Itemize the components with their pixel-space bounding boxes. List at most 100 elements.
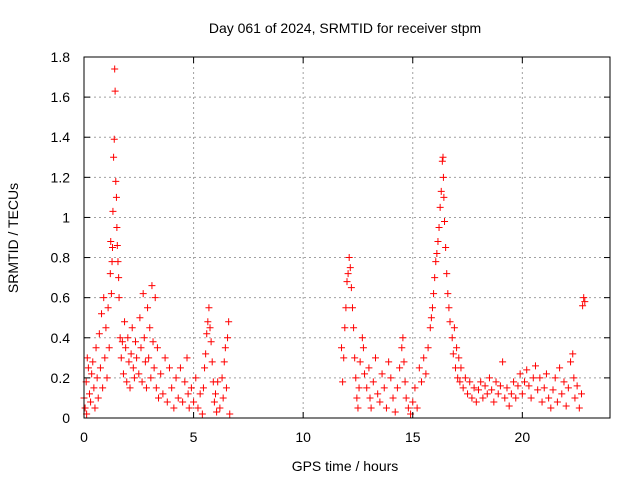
- data-point: [127, 350, 135, 358]
- data-point: [503, 384, 511, 392]
- y-tick-label: 0.8: [51, 250, 71, 266]
- data-point: [123, 378, 131, 386]
- data-point: [437, 187, 445, 195]
- data-point: [444, 290, 452, 298]
- data-point: [93, 374, 101, 382]
- data-point: [518, 390, 526, 398]
- data-point: [461, 374, 469, 382]
- data-point: [358, 334, 366, 342]
- data-point: [89, 358, 97, 366]
- data-point: [103, 374, 111, 382]
- data-point: [400, 358, 408, 366]
- data-point: [488, 386, 496, 394]
- data-point: [172, 374, 180, 382]
- data-point: [347, 284, 355, 292]
- data-point: [105, 344, 113, 352]
- data-point: [222, 384, 230, 392]
- data-point: [176, 364, 184, 372]
- data-point: [435, 223, 443, 231]
- data-point: [567, 358, 575, 366]
- data-point: [109, 207, 117, 215]
- grid: [84, 57, 610, 418]
- plot-frame: [83, 56, 611, 419]
- data-point: [540, 384, 548, 392]
- data-point: [505, 402, 513, 410]
- data-point: [88, 370, 96, 378]
- data-point: [157, 370, 165, 378]
- y-tick-label: 0.6: [51, 290, 71, 306]
- data-point: [129, 364, 137, 372]
- data-point: [83, 354, 91, 362]
- chart-title: Day 061 of 2024, SRMTID for receiver stp…: [209, 20, 481, 36]
- data-point: [122, 344, 130, 352]
- data-point: [436, 203, 444, 211]
- data-point: [415, 364, 423, 372]
- data-point: [341, 324, 349, 332]
- data-point: [119, 370, 127, 378]
- data-point: [454, 374, 462, 382]
- data-point: [151, 294, 159, 302]
- data-point: [107, 290, 115, 298]
- data-point: [101, 354, 109, 362]
- data-point: [212, 390, 219, 398]
- data-point: [90, 384, 98, 392]
- data-point: [102, 324, 110, 332]
- data-point: [100, 294, 108, 302]
- data-point: [387, 374, 395, 382]
- data-point: [148, 282, 156, 290]
- data-point: [201, 364, 209, 372]
- data-point: [420, 354, 428, 362]
- data-point: [404, 404, 412, 412]
- data-point: [449, 350, 457, 358]
- data-point: [185, 404, 193, 412]
- data-point: [399, 334, 407, 342]
- data-point: [152, 384, 160, 392]
- data-point: [418, 378, 426, 386]
- data-point: [150, 364, 158, 372]
- data-point: [225, 318, 233, 326]
- data-point: [570, 374, 578, 382]
- data-point: [339, 378, 347, 386]
- x-tick-label: 15: [405, 429, 421, 445]
- data-point: [431, 274, 439, 282]
- data-point: [110, 153, 118, 161]
- data-point: [434, 238, 442, 246]
- x-axis-label: GPS time / hours: [292, 458, 399, 474]
- data-point: [112, 193, 120, 201]
- data-point: [445, 304, 453, 312]
- data-point: [110, 135, 118, 143]
- data-point: [440, 193, 448, 201]
- data-point: [411, 384, 419, 392]
- data-point: [338, 344, 346, 352]
- data-point: [198, 410, 206, 418]
- data-point: [529, 374, 537, 382]
- data-point: [140, 334, 148, 342]
- data-point: [340, 354, 348, 362]
- data-point: [523, 366, 531, 374]
- data-point: [187, 384, 195, 392]
- data-point: [427, 314, 435, 322]
- data-point: [378, 370, 386, 378]
- data-point: [428, 304, 436, 312]
- data-point: [108, 244, 116, 252]
- data-point: [459, 384, 467, 392]
- data-point: [141, 358, 149, 366]
- data-point: [443, 270, 451, 278]
- data-point: [391, 408, 399, 416]
- data-point: [432, 258, 440, 266]
- data-point: [203, 330, 211, 338]
- data-point: [144, 304, 152, 312]
- data-point: [206, 324, 214, 332]
- data-point: [453, 344, 461, 352]
- x-tick-label: 10: [295, 429, 311, 445]
- data-point: [470, 384, 478, 392]
- data-point: [562, 402, 570, 410]
- data-point: [466, 378, 474, 386]
- data-point: [196, 390, 204, 398]
- data-point: [507, 390, 515, 398]
- data-point: [409, 398, 417, 406]
- data-point: [147, 374, 155, 382]
- data-point: [221, 344, 229, 352]
- data-point: [346, 264, 354, 272]
